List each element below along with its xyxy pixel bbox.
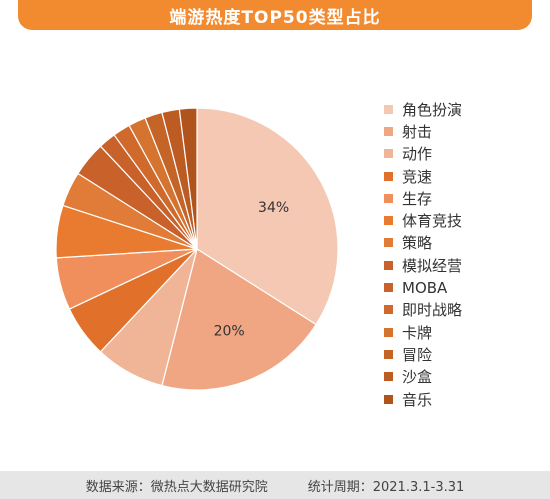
legend-item: 音乐 [384, 388, 544, 410]
legend-item: 角色扮演 [384, 98, 544, 120]
legend-swatch [384, 349, 393, 359]
legend: 角色扮演射击动作竞速生存体育竞技策略模拟经营 MOBA 即时战略卡牌冒险沙盒音乐 [384, 98, 544, 410]
legend-label: 竞速 [402, 167, 433, 186]
legend-item: 即时战略 [384, 299, 544, 321]
legend-swatch [384, 327, 393, 337]
legend-item: 卡牌 [384, 321, 544, 343]
legend-label: MOBA [402, 278, 448, 297]
legend-swatch [384, 372, 393, 382]
legend-swatch [384, 260, 393, 270]
legend-item: 竞速 [384, 165, 544, 187]
legend-label: 策略 [402, 234, 433, 253]
legend-swatch [384, 171, 393, 181]
period-text: 统计周期：2021.3.1-3.31 [307, 479, 465, 495]
legend-swatch [384, 193, 393, 203]
legend-swatch [384, 216, 393, 226]
legend-label: 即时战略 [402, 301, 463, 320]
legend-item: 动作 [384, 143, 544, 165]
pie-slice [196, 107, 339, 326]
legend-label: 角色扮演 [402, 100, 463, 119]
legend-label: 音乐 [402, 390, 433, 409]
pie-slice [161, 248, 317, 391]
legend-label: 动作 [402, 145, 433, 164]
legend-swatch [384, 149, 393, 159]
footer: 数据来源：微热点大数据研究院 统计周期：2021.3.1-3.31 [0, 471, 550, 499]
legend-item: 沙盒 [384, 366, 544, 388]
source-text: 数据来源：微热点大数据研究院 [85, 479, 268, 495]
legend-label: 卡牌 [402, 323, 433, 342]
legend-label: 沙盒 [402, 368, 433, 387]
pie-chart: 34% 20% [55, 107, 339, 391]
legend-label: 模拟经营 [402, 256, 463, 275]
legend-label: 生存 [402, 189, 433, 208]
legend-item: 生存 [384, 187, 544, 209]
legend-swatch [384, 283, 393, 293]
pie-slice [178, 107, 198, 250]
legend-item: 冒险 [384, 343, 544, 365]
legend-swatch [384, 238, 393, 248]
legend-label: 体育竞技 [402, 212, 463, 231]
legend-swatch [384, 126, 393, 136]
legend-item: MOBA [384, 276, 544, 298]
data-label: 34% [258, 200, 289, 216]
legend-item: 体育竞技 [384, 209, 544, 231]
legend-label: 冒险 [402, 345, 433, 364]
legend-swatch [384, 104, 393, 114]
chart-title: 端游热度TOP50类型占比 [18, 0, 532, 30]
legend-item: 射击 [384, 120, 544, 142]
legend-swatch [384, 394, 393, 404]
legend-swatch [384, 305, 393, 315]
legend-item: 策略 [384, 232, 544, 254]
legend-item: 模拟经营 [384, 254, 544, 276]
legend-label: 射击 [402, 122, 433, 141]
data-label: 20% [214, 323, 245, 339]
